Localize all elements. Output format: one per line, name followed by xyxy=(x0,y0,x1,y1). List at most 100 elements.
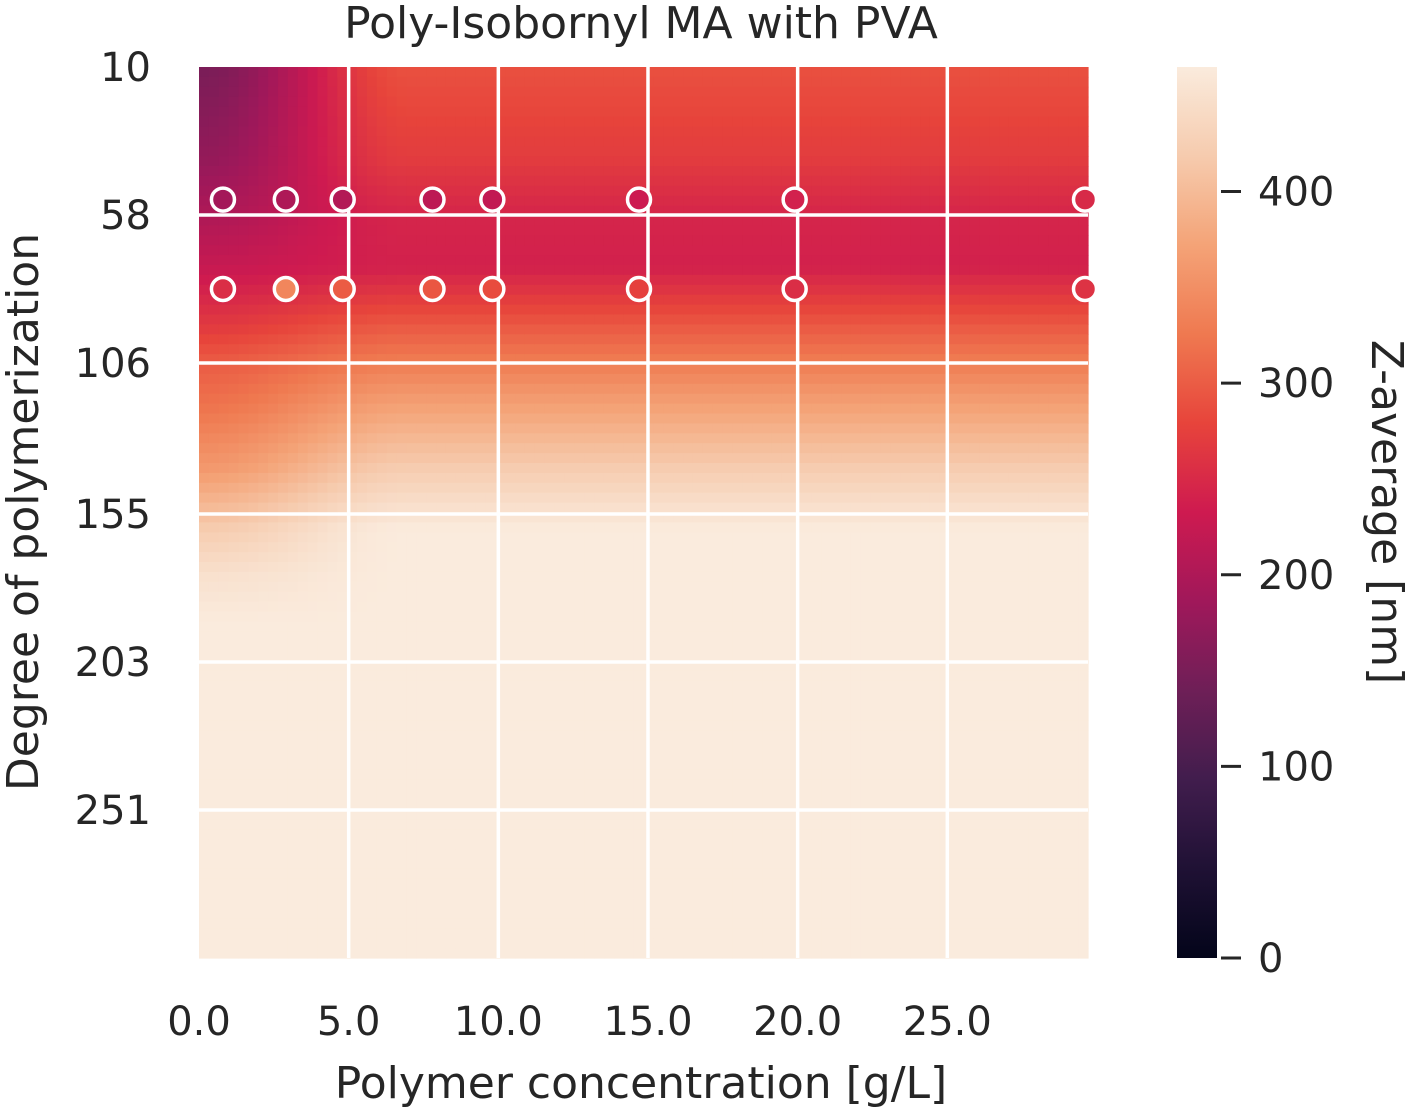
heatmap-cell xyxy=(278,839,289,850)
heatmap-cell xyxy=(534,274,546,286)
heatmap-cell xyxy=(268,423,279,434)
heatmap-cell xyxy=(366,383,378,395)
heatmap-cell xyxy=(445,344,457,355)
heatmap-cell xyxy=(692,512,704,523)
heatmap-cell xyxy=(524,67,536,78)
heatmap-cell xyxy=(406,156,417,167)
heatmap-cell xyxy=(515,710,526,721)
heatmap-cell xyxy=(199,888,210,900)
heatmap-cell xyxy=(347,373,358,385)
heatmap-cell xyxy=(515,146,526,157)
heatmap-cell xyxy=(653,225,664,236)
heatmap-cell xyxy=(544,344,556,355)
heatmap-cell xyxy=(683,393,694,405)
heatmap-cell xyxy=(564,769,575,781)
heatmap-cell xyxy=(712,502,724,514)
heatmap-cell xyxy=(357,928,368,939)
heatmap-cell xyxy=(584,324,595,335)
heatmap-cell xyxy=(712,126,724,137)
heatmap-cell xyxy=(416,849,427,860)
heatmap-cell xyxy=(406,423,417,434)
heatmap-cell xyxy=(475,334,487,345)
heatmap-cell xyxy=(337,601,348,613)
heatmap-cell xyxy=(495,245,506,256)
heatmap-cell xyxy=(406,185,417,197)
heatmap-cell xyxy=(594,423,605,434)
heatmap-cell xyxy=(218,720,230,731)
heatmap-cell xyxy=(268,641,279,652)
heatmap-cell xyxy=(495,314,506,325)
heatmap-cell xyxy=(653,433,664,444)
heatmap-cell xyxy=(317,215,329,226)
heatmap-cell xyxy=(673,106,684,118)
heatmap-cell xyxy=(663,779,674,791)
heatmap-cell xyxy=(673,859,684,870)
heatmap-cell xyxy=(317,354,329,365)
heatmap-cell xyxy=(376,661,388,672)
heatmap-cell xyxy=(663,96,674,108)
heatmap-cell xyxy=(376,829,388,840)
heatmap-cell xyxy=(623,274,635,286)
heatmap-cell xyxy=(278,393,289,405)
heatmap-cell xyxy=(386,809,398,820)
heatmap-cell xyxy=(426,661,437,672)
heatmap-cell xyxy=(465,878,477,890)
heatmap-cell xyxy=(445,433,457,444)
heatmap-cell xyxy=(653,512,664,523)
heatmap-cell xyxy=(683,86,694,98)
heatmap-cell xyxy=(475,235,487,246)
heatmap-cell xyxy=(445,938,457,949)
heatmap-cell xyxy=(248,948,259,959)
heatmap-cell xyxy=(692,482,704,494)
heatmap-cell xyxy=(317,185,329,197)
heatmap-cell xyxy=(218,938,230,949)
heatmap-cell xyxy=(465,344,477,355)
heatmap-cell xyxy=(534,443,546,454)
heatmap-cell xyxy=(574,878,585,890)
heatmap-cell xyxy=(554,621,566,632)
heatmap-cell xyxy=(287,522,299,533)
heatmap-cell xyxy=(653,789,664,801)
heatmap-cell xyxy=(307,433,319,444)
heatmap-cell xyxy=(495,146,506,157)
heatmap-cell xyxy=(357,284,368,296)
heatmap-cell xyxy=(208,750,220,761)
heatmap-cell xyxy=(465,116,477,127)
heatmap-cell xyxy=(386,601,398,613)
heatmap-cell xyxy=(317,532,329,543)
heatmap-cell xyxy=(505,542,516,553)
heatmap-cell xyxy=(623,126,635,137)
heatmap-cell xyxy=(248,235,259,246)
heatmap-cell xyxy=(238,294,249,306)
heatmap-cell xyxy=(732,898,743,910)
heatmap-cell xyxy=(347,532,358,543)
heatmap-cell xyxy=(396,225,408,236)
heatmap-cell xyxy=(297,779,309,791)
heatmap-cell xyxy=(406,373,417,385)
heatmap-cell xyxy=(683,324,694,335)
heatmap-cell xyxy=(554,136,566,147)
heatmap-cell xyxy=(475,324,487,335)
heatmap-cell xyxy=(386,888,398,900)
heatmap-cell xyxy=(416,888,427,900)
heatmap-cell xyxy=(623,720,635,731)
heatmap-cell xyxy=(475,393,487,405)
heatmap-cell xyxy=(485,146,496,157)
heatmap-cell xyxy=(505,532,516,543)
heatmap-cell xyxy=(594,146,605,157)
heatmap-cell xyxy=(584,175,595,187)
heatmap-cell xyxy=(248,868,259,880)
heatmap-cell xyxy=(722,265,733,276)
heatmap-cell xyxy=(307,274,319,286)
heatmap-cell xyxy=(692,245,704,256)
heatmap-cell xyxy=(376,720,388,731)
heatmap-cell xyxy=(603,324,615,335)
heatmap-cell xyxy=(574,512,585,523)
heatmap-cell xyxy=(218,443,230,454)
heatmap-cell xyxy=(692,354,704,365)
heatmap-cell xyxy=(208,779,220,791)
heatmap-cell xyxy=(218,126,230,137)
heatmap-cell xyxy=(692,76,704,88)
heatmap-cell xyxy=(347,680,358,692)
heatmap-cell xyxy=(663,354,674,365)
